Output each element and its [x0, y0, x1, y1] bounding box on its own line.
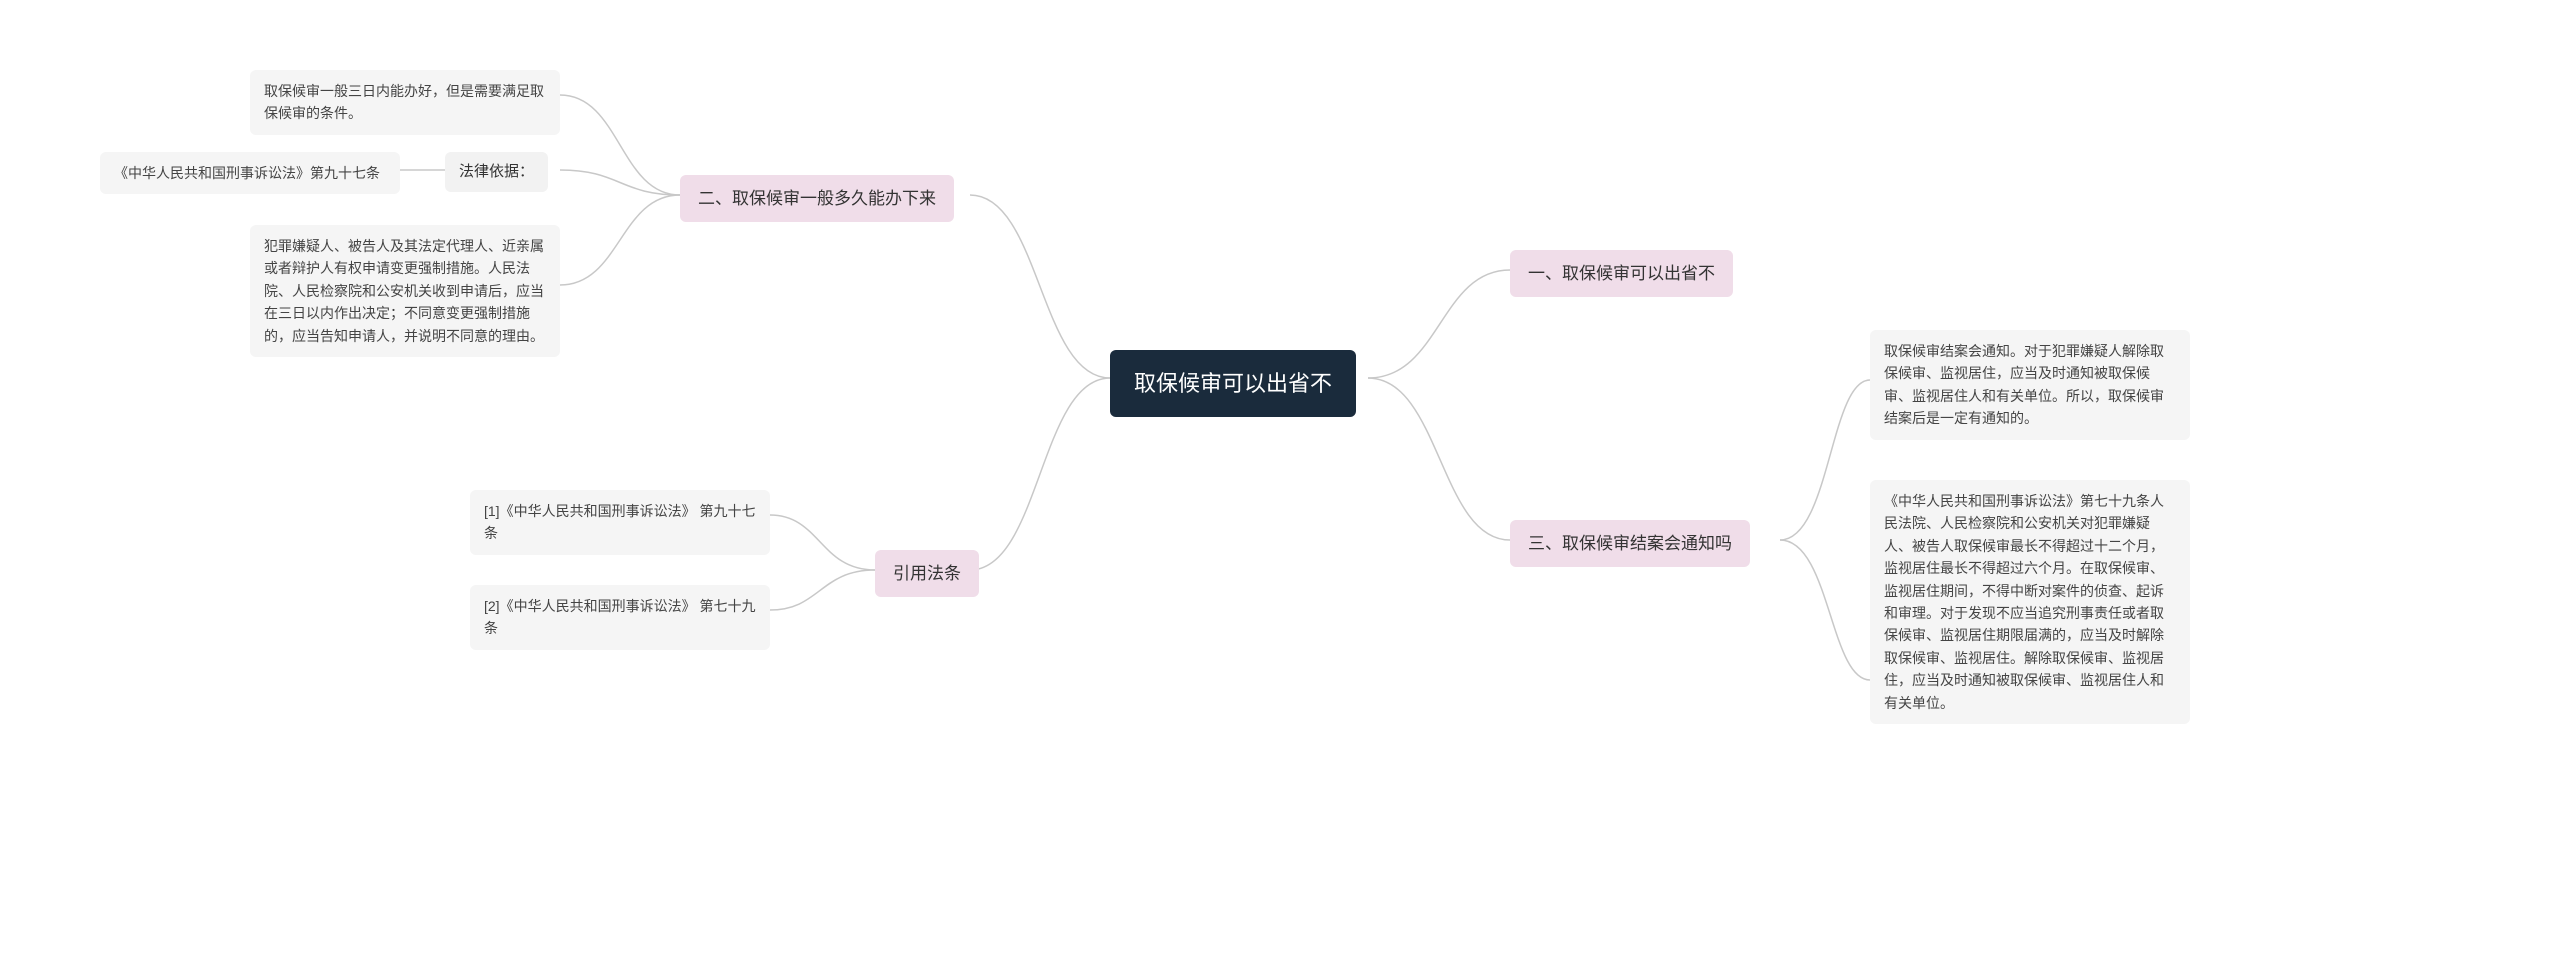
leaf-b4-1: [1]《中华人民共和国刑事诉讼法》 第九十七条	[470, 490, 770, 555]
branch-1: 一、取保候审可以出省不	[1510, 250, 1733, 297]
connectors	[0, 0, 2560, 956]
leaf-b2-legal-1: 《中华人民共和国刑事诉讼法》第九十七条	[100, 152, 400, 194]
leaf-b2-1: 取保候审一般三日内能办好，但是需要满足取保候审的条件。	[250, 70, 560, 135]
leaf-b3-2: 《中华人民共和国刑事诉讼法》第七十九条人民法院、人民检察院和公安机关对犯罪嫌疑人…	[1870, 480, 2190, 724]
branch-4: 引用法条	[875, 550, 979, 597]
branch-2: 二、取保候审一般多久能办下来	[680, 175, 954, 222]
branch-3: 三、取保候审结案会通知吗	[1510, 520, 1750, 567]
leaf-b4-2: [2]《中华人民共和国刑事诉讼法》 第七十九条	[470, 585, 770, 650]
leaf-b2-3: 犯罪嫌疑人、被告人及其法定代理人、近亲属或者辩护人有权申请变更强制措施。人民法院…	[250, 225, 560, 357]
leaf-b3-1: 取保候审结案会通知。对于犯罪嫌疑人解除取保候审、监视居住，应当及时通知被取保候审…	[1870, 330, 2190, 440]
sub-legal: 法律依据：	[445, 152, 548, 192]
root-node: 取保候审可以出省不	[1110, 350, 1356, 417]
